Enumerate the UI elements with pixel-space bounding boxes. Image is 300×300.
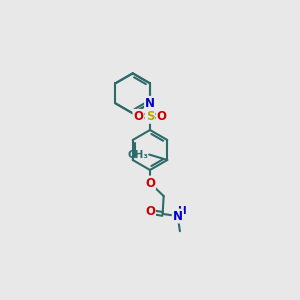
Text: H: H <box>178 206 187 216</box>
Text: CH₃: CH₃ <box>127 150 148 160</box>
Text: N: N <box>173 209 183 223</box>
Text: O: O <box>134 110 143 123</box>
Text: O: O <box>145 176 155 190</box>
Text: O: O <box>157 110 166 123</box>
Text: S: S <box>146 110 154 123</box>
Text: O: O <box>145 205 155 218</box>
Text: N: N <box>145 97 155 110</box>
